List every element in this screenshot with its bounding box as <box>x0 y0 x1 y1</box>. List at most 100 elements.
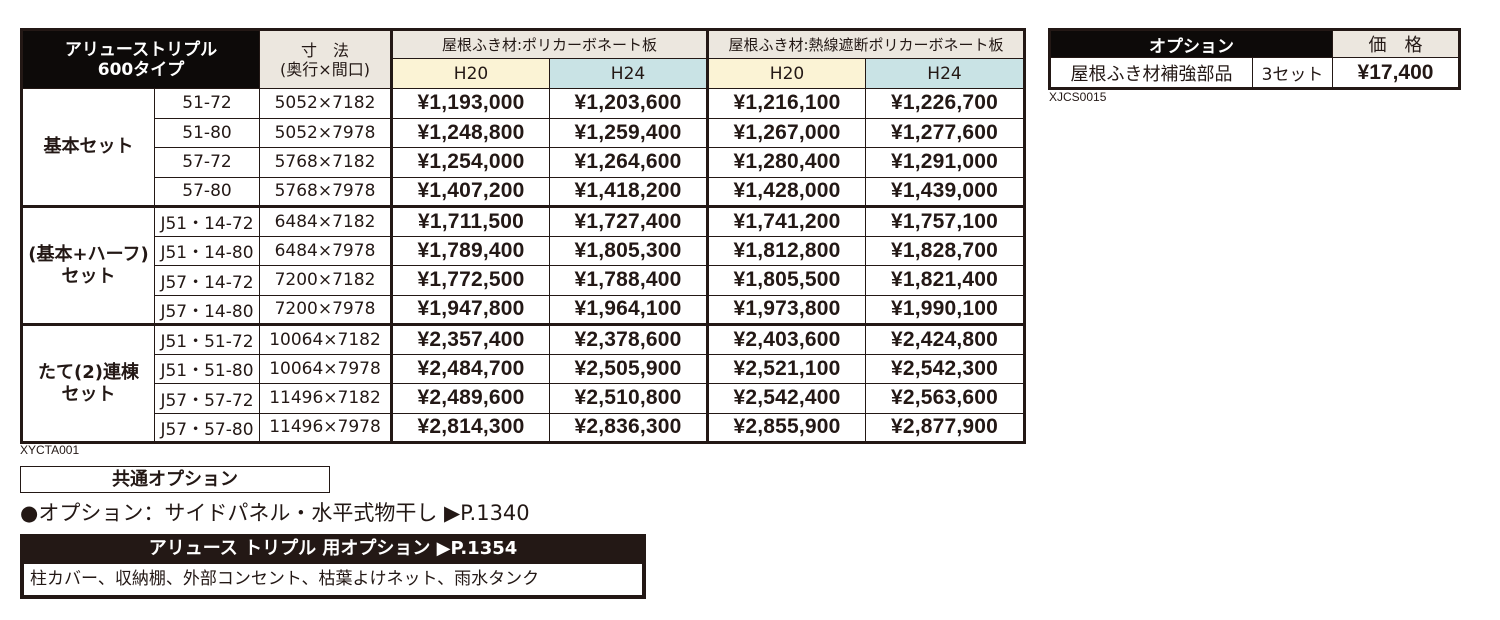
price-cell: ¥2,484,700 <box>390 353 550 384</box>
dimensions: 11496×7978 <box>259 412 392 443</box>
price-cell: ¥1,193,000 <box>390 88 550 119</box>
price-cell: ¥2,357,400 <box>390 323 550 355</box>
price-cell: ¥1,812,800 <box>706 235 866 266</box>
price-cell: ¥2,378,600 <box>549 323 708 355</box>
price-cell: ¥1,407,200 <box>390 176 550 207</box>
col-h20: H20 <box>390 58 550 89</box>
price-header: 価 格 <box>1332 29 1460 58</box>
price-cell: ¥1,821,400 <box>865 265 1025 296</box>
model-code: J51・51-80 <box>154 353 260 384</box>
price-cell: ¥1,254,000 <box>390 147 550 178</box>
option-item-name: 屋根ふき材補強部品 <box>1049 57 1253 89</box>
price-cell: ¥1,727,400 <box>549 205 708 237</box>
price-cell: ¥1,280,400 <box>706 147 866 178</box>
common-options-link[interactable]: ●オプション：サイドパネル・水平式物干し ▶P.1340 <box>20 501 530 525</box>
price-cell: ¥2,563,600 <box>865 383 1025 414</box>
table-row: 57-80 5768×7978 ¥1,407,200 ¥1,418,200 ¥1,428… <box>22 176 1025 207</box>
price-cell: ¥1,973,800 <box>706 294 866 325</box>
set-label-line2: セット <box>61 383 116 405</box>
dimensions: 6484×7182 <box>259 205 392 237</box>
price-cell: ¥1,259,400 <box>549 117 708 148</box>
price-cell: ¥1,267,000 <box>706 117 866 148</box>
triple-options-list: 柱カバー、収納棚、外部コンセント、枯葉よけネット、雨水タンク <box>24 564 642 595</box>
dimensions: 10064×7182 <box>259 323 392 355</box>
product-title-header: アリューストリプル 600タイプ <box>21 29 260 89</box>
price-cell: ¥1,291,000 <box>865 147 1025 178</box>
price-cell: ¥1,757,100 <box>865 205 1025 237</box>
set-group-label: たて(2)連棟 セット <box>21 323 155 443</box>
dimensions: 11496×7182 <box>259 383 392 414</box>
price-cell: ¥1,741,200 <box>706 205 866 237</box>
triple-options-panel: アリュース トリプル 用オプション ▶P.1354 柱カバー、収納棚、外部コンセ… <box>20 534 646 599</box>
table-row: J57・14-80 7200×7978 ¥1,947,800 ¥1,964,100 ¥1… <box>22 294 1025 325</box>
table-row: J57・14-72 7200×7182 ¥1,772,500 ¥1,788,400 ¥1… <box>22 265 1025 296</box>
dimensions: 10064×7978 <box>259 353 392 384</box>
price-cell: ¥1,947,800 <box>390 294 550 325</box>
price-cell: ¥1,772,500 <box>390 265 550 296</box>
price-cell: ¥1,418,200 <box>549 176 708 207</box>
price-cell: ¥1,805,300 <box>549 235 708 266</box>
size-header: 寸 法 (奥行×間口) <box>259 29 392 89</box>
price-cell: ¥2,521,100 <box>706 353 866 384</box>
dimensions: 7200×7978 <box>259 294 392 325</box>
option-item-qty: 3セット <box>1252 57 1333 89</box>
triple-options-title[interactable]: アリュース トリプル 用オプション ▶P.1354 <box>148 538 518 559</box>
price-cell: ¥2,836,300 <box>549 412 708 443</box>
price-cell: ¥1,264,600 <box>549 147 708 178</box>
model-code: J57・57-72 <box>154 383 260 414</box>
model-code: J51・14-72 <box>154 205 260 237</box>
price-cell: ¥1,788,400 <box>549 265 708 296</box>
model-code: J51・14-80 <box>154 235 260 266</box>
price-cell: ¥2,505,900 <box>549 353 708 384</box>
roof-group-heat-shield: 屋根ふき材:熱線遮断ポリカーボネート板 <box>706 29 1025 59</box>
col-h24: H24 <box>865 58 1025 89</box>
price-cell: ¥2,424,800 <box>865 323 1025 355</box>
set-label-line1: (基本+ハーフ) <box>28 243 149 265</box>
price-cell: ¥1,964,100 <box>549 294 708 325</box>
roof-group-polycarbonate: 屋根ふき材:ポリカーボネート板 <box>390 29 708 59</box>
product-title-line2: 600タイプ <box>97 59 185 80</box>
table-code: XYCTA001 <box>20 443 80 457</box>
model-code: J51・51-72 <box>154 323 260 355</box>
dimensions: 5052×7182 <box>259 88 392 119</box>
price-cell: ¥2,542,300 <box>865 353 1025 384</box>
model-code: J57・57-80 <box>154 412 260 443</box>
size-header-line2: (奥行×間口) <box>280 59 370 79</box>
table-row: 57-72 5768×7182 ¥1,254,000 ¥1,264,600 ¥1,280… <box>22 147 1025 178</box>
size-header-line1: 寸 法 <box>300 40 349 60</box>
option-header: オプション <box>1049 29 1333 58</box>
table-row: たて(2)連棟 セット J51・51-72 10064×7182 ¥2,357,400 ¥… <box>21 323 1025 443</box>
table-row: 基本セット 51-72 5052×7182 ¥1,193,000 ¥1,203,600 ¥… <box>21 88 1025 207</box>
price-cell: ¥1,990,100 <box>865 294 1025 325</box>
col-h24: H24 <box>549 58 708 89</box>
option-table: オプション 価 格 屋根ふき材補強部品 3セット ¥17,400 <box>1048 28 1461 90</box>
price-cell: ¥1,203,600 <box>549 88 708 119</box>
price-cell: ¥1,216,100 <box>706 88 866 119</box>
table-row: J51・51-80 10064×7978 ¥2,484,700 ¥2,505,900 ¥… <box>22 353 1025 384</box>
dimensions: 5052×7978 <box>259 117 392 148</box>
price-cell: ¥1,248,800 <box>390 117 550 148</box>
price-cell: ¥1,805,500 <box>706 265 866 296</box>
price-cell: ¥1,828,700 <box>865 235 1025 266</box>
price-cell: ¥2,542,400 <box>706 383 866 414</box>
price-cell: ¥2,877,900 <box>865 412 1025 443</box>
col-h20: H20 <box>706 58 866 89</box>
price-cell: ¥2,489,600 <box>390 383 550 414</box>
model-code: 57-72 <box>154 147 260 178</box>
price-cell: ¥2,510,800 <box>549 383 708 414</box>
table-row: J51・14-80 6484×7978 ¥1,789,400 ¥1,805,300 ¥1… <box>22 235 1025 266</box>
option-item-price: ¥17,400 <box>1332 57 1460 89</box>
set-group-label: 基本セット <box>21 88 155 207</box>
table-row: (基本+ハーフ) セット J51・14-72 6484×7182 ¥1,711,500 ¥… <box>21 205 1025 325</box>
price-cell: ¥1,226,700 <box>865 88 1025 119</box>
model-code: 57-80 <box>154 176 260 207</box>
option-code: XJCS0015 <box>1049 90 1107 104</box>
dimensions: 5768×7978 <box>259 176 392 207</box>
dimensions: 6484×7978 <box>259 235 392 266</box>
price-cell: ¥1,277,600 <box>865 117 1025 148</box>
common-options-title: 共通オプション <box>20 466 330 493</box>
model-code: 51-80 <box>154 117 260 148</box>
table-row: 51-80 5052×7978 ¥1,248,800 ¥1,259,400 ¥1,267… <box>22 117 1025 148</box>
set-label-line2: セット <box>61 265 116 287</box>
product-title-line1: アリューストリプル <box>64 39 218 60</box>
